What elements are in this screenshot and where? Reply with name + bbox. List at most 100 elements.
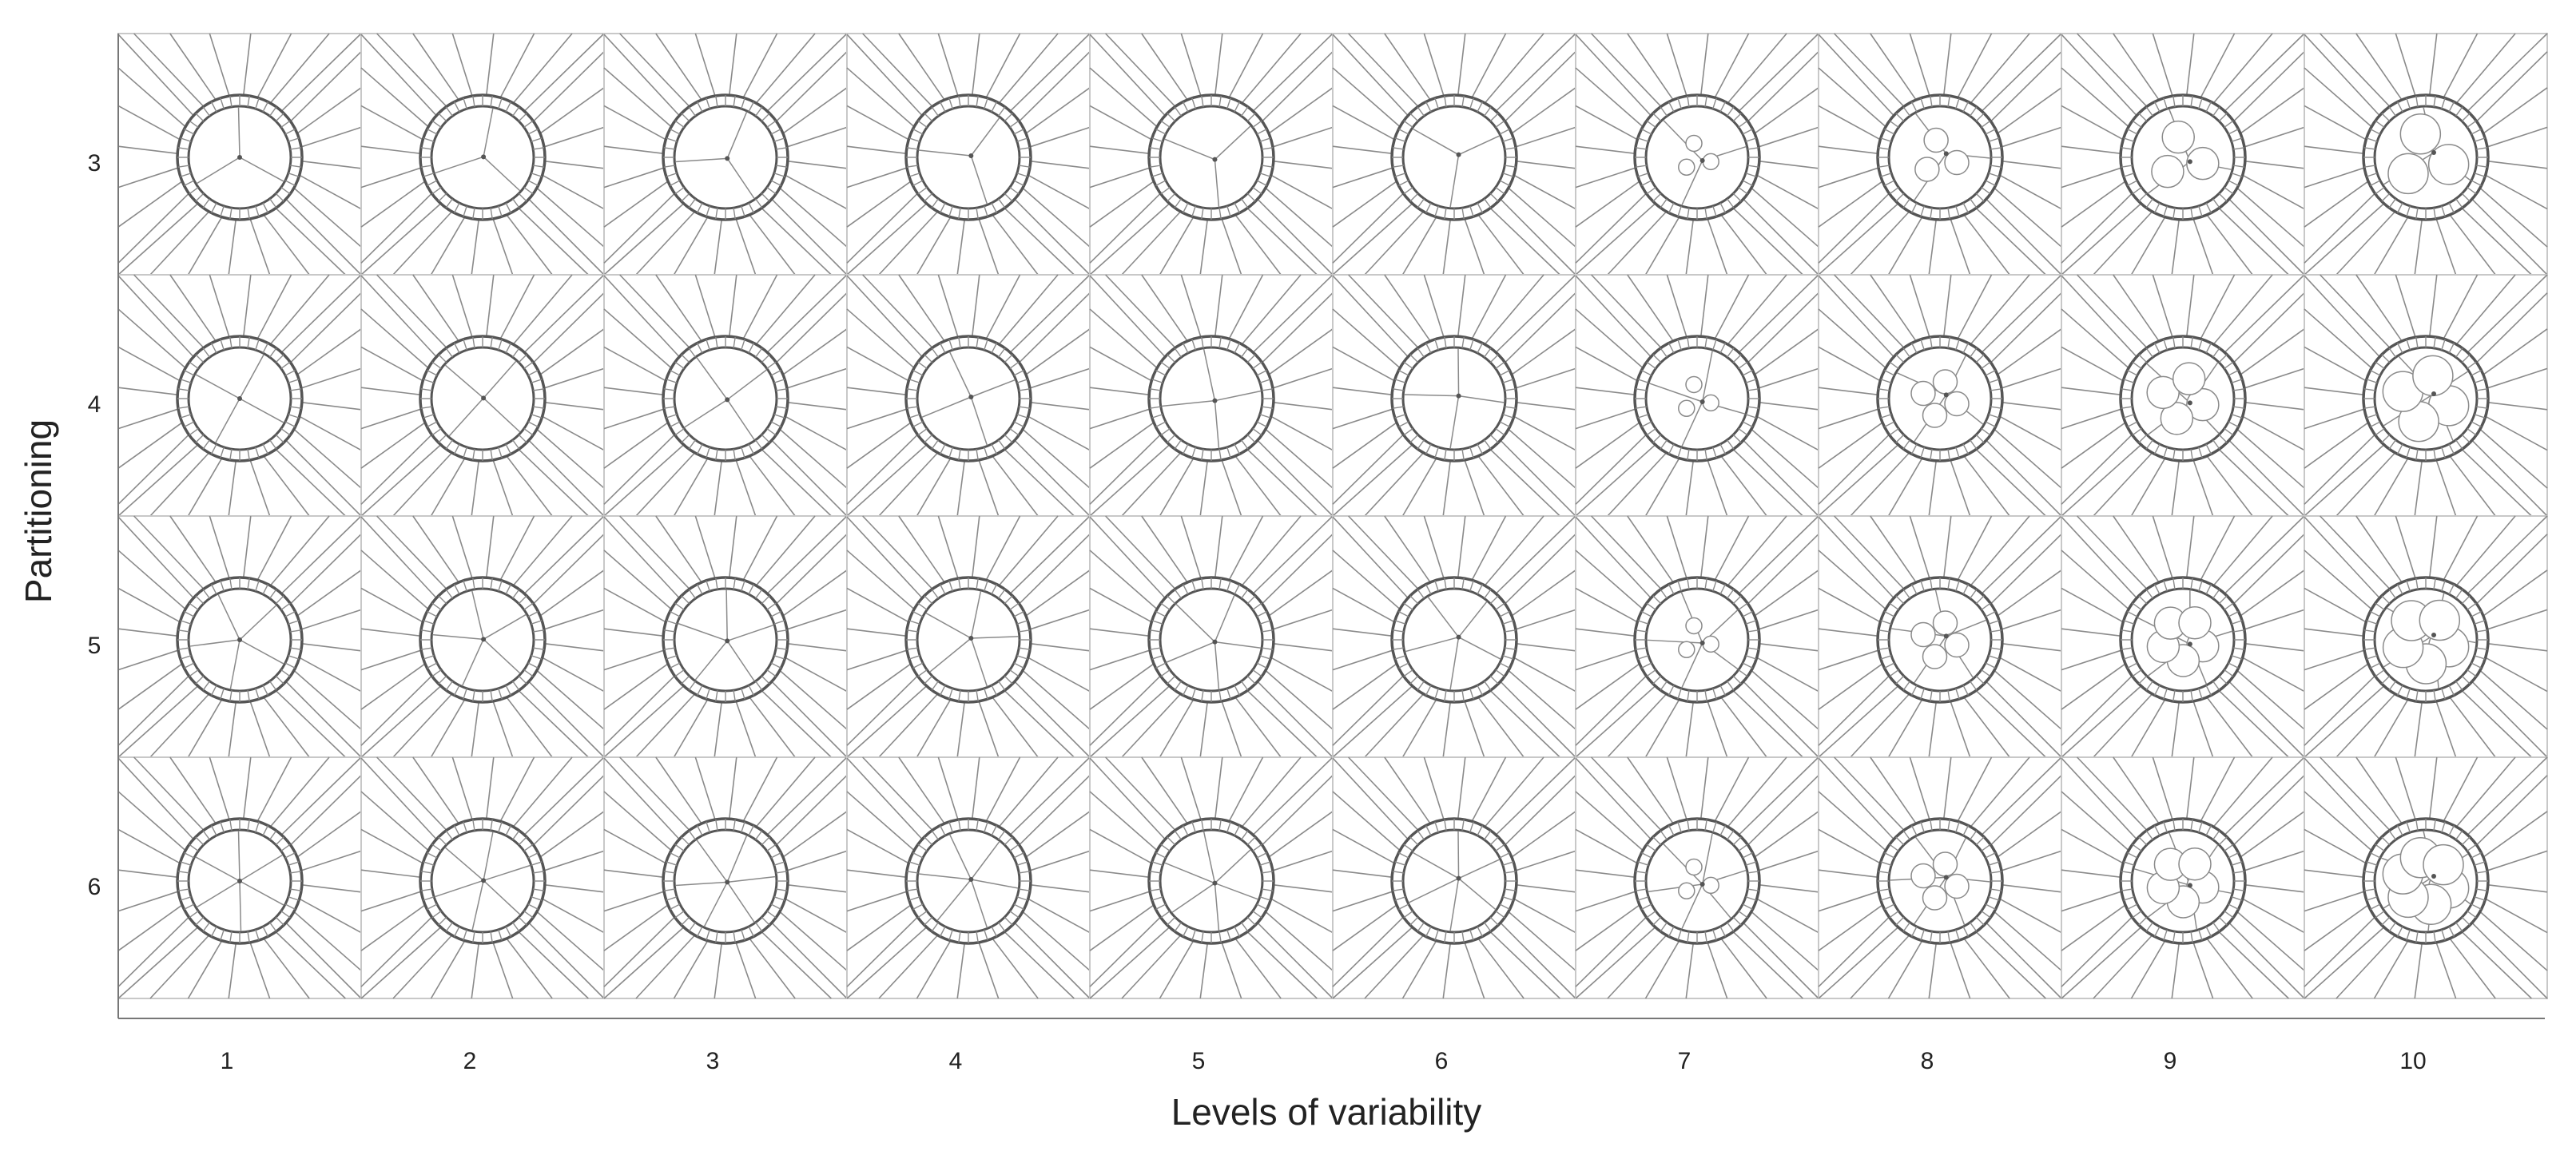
radial-spoke — [2227, 439, 2305, 517]
radial-spoke — [956, 700, 966, 758]
radial-spoke — [2304, 201, 2386, 276]
radial-spoke — [256, 515, 292, 582]
ring-tick — [670, 610, 681, 617]
ring-tick — [1505, 629, 1517, 633]
radial-spoke — [603, 105, 668, 141]
x-axis-title: Levels of variability — [1171, 1091, 1482, 1133]
ring-tick — [1234, 202, 1241, 213]
ring-tick — [2406, 339, 2411, 351]
radial-spoke — [1332, 421, 1399, 469]
ring-tick — [2433, 578, 2436, 589]
radial-spoke — [299, 126, 362, 149]
radial-spoke — [1989, 775, 2062, 847]
radial-spoke — [1575, 674, 1648, 746]
inner-cell — [1910, 380, 1936, 407]
radial-spoke — [1026, 173, 1091, 210]
radial-spoke — [937, 274, 960, 339]
ring-tick — [1975, 595, 1985, 605]
ring-tick — [917, 911, 928, 919]
radial-spoke — [1003, 447, 1075, 517]
ring-tick — [269, 681, 277, 691]
radial-spoke — [117, 421, 185, 469]
radial-spoke — [2238, 811, 2305, 859]
ring-tick — [1259, 379, 1271, 383]
radial-spoke — [1199, 458, 1209, 517]
ring-tick — [1398, 662, 1409, 669]
radial-spoke — [1909, 515, 1931, 581]
radial-spoke — [1332, 757, 1410, 841]
radial-spoke — [694, 756, 717, 822]
center-node — [2187, 641, 2192, 647]
partition-line — [1458, 135, 1501, 156]
ring-tick — [908, 414, 920, 419]
ring-tick — [453, 685, 460, 696]
radial-spoke — [846, 180, 913, 228]
ring-tick — [2388, 347, 2396, 358]
ring-tick — [431, 187, 442, 195]
radial-spoke — [603, 421, 670, 469]
radial-spoke — [292, 186, 362, 248]
ring-tick — [1226, 821, 1231, 833]
radial-spoke — [1607, 692, 1668, 758]
ring-tick — [1687, 449, 1690, 461]
ring-tick — [998, 439, 1006, 450]
radial-spoke — [2242, 850, 2305, 872]
ring-tick — [1016, 896, 1028, 901]
ring-tick — [1505, 647, 1517, 650]
radial-spoke — [1962, 936, 2010, 999]
ring-tick — [184, 128, 195, 135]
ring-tick — [445, 830, 453, 840]
radial-spoke — [228, 458, 237, 517]
ring-tick — [1889, 669, 1899, 677]
ring-tick — [1668, 101, 1675, 113]
radial-spoke — [1984, 921, 2062, 999]
ring-tick — [284, 610, 296, 617]
radial-spoke — [1591, 274, 1663, 350]
ring-tick — [912, 851, 924, 859]
partition-line — [1412, 851, 1459, 879]
radial-spoke — [937, 515, 960, 581]
radial-spoke — [1017, 292, 1091, 364]
ring-tick — [1394, 414, 1406, 419]
partition-line — [925, 612, 972, 639]
radial-spoke — [1699, 515, 1709, 580]
radial-spoke — [2304, 67, 2374, 129]
radial-spoke — [505, 695, 553, 758]
ring-tick — [1930, 819, 1933, 831]
ring-tick — [2198, 339, 2203, 351]
ring-tick — [2370, 610, 2381, 617]
ring-tick — [976, 931, 979, 943]
ring-tick — [290, 629, 302, 633]
ring-tick — [2474, 620, 2486, 625]
radial-spoke — [783, 415, 848, 451]
ring-tick — [490, 690, 493, 702]
partition-line — [971, 379, 1016, 398]
ring-tick — [288, 655, 300, 660]
ring-tick — [1660, 347, 1668, 358]
partition-line — [1458, 395, 1505, 403]
ring-tick — [1246, 675, 1256, 685]
ring-tick — [1160, 911, 1171, 919]
radial-spoke — [2205, 212, 2253, 276]
radial-spoke — [360, 387, 423, 396]
mesh-panel — [1332, 274, 1576, 517]
radial-spoke — [1752, 811, 1819, 859]
radial-spoke — [1463, 216, 1485, 276]
radial-spoke — [971, 33, 980, 97]
radial-spoke — [187, 215, 224, 276]
ring-tick — [1461, 819, 1465, 831]
radial-spoke — [619, 274, 691, 350]
radial-spoke — [1332, 166, 1395, 189]
ring-tick — [1502, 414, 1514, 419]
radial-spoke — [2061, 915, 2134, 987]
radial-spoke — [1719, 212, 1767, 276]
radial-spoke — [1512, 897, 1576, 934]
radial-spoke — [2428, 756, 2438, 821]
radial-spoke — [2485, 850, 2548, 872]
radial-spoke — [878, 209, 940, 276]
ring-tick — [518, 595, 527, 605]
radial-spoke — [2304, 433, 2377, 505]
column-label: 7 — [1678, 1048, 1691, 1074]
ring-tick — [1155, 903, 1167, 911]
ring-tick — [533, 629, 545, 633]
